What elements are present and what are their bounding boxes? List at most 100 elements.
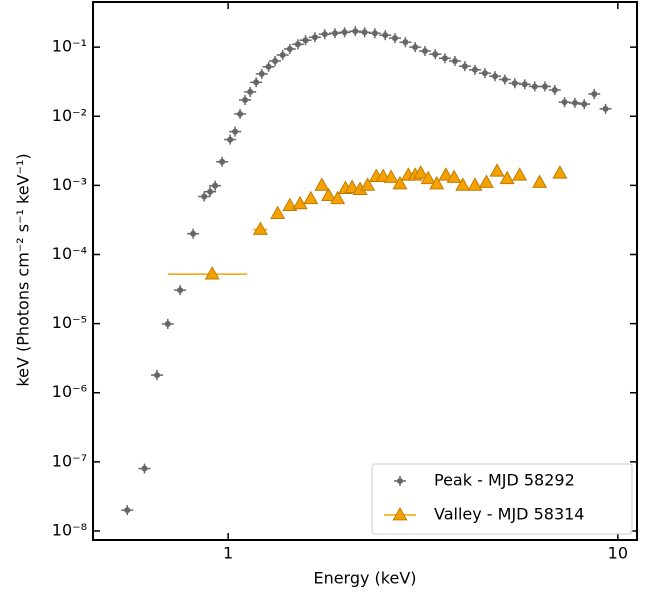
point bbox=[413, 165, 429, 179]
point bbox=[358, 27, 371, 38]
point bbox=[239, 94, 252, 105]
marker-dot bbox=[141, 465, 148, 472]
marker-dot bbox=[361, 29, 368, 36]
marker-dot bbox=[311, 34, 318, 41]
point bbox=[467, 177, 483, 191]
point bbox=[578, 99, 591, 110]
point bbox=[508, 78, 521, 89]
point bbox=[399, 37, 412, 48]
point bbox=[269, 56, 282, 67]
point bbox=[420, 170, 436, 185]
marker-dot bbox=[531, 83, 538, 90]
marker-dot bbox=[321, 31, 328, 38]
y-tick-label: 10⁻⁵ bbox=[52, 313, 87, 332]
marker-dot bbox=[521, 81, 528, 88]
y-tick-label: 10⁻⁷ bbox=[52, 451, 87, 470]
point bbox=[216, 156, 229, 167]
marker-dot bbox=[511, 80, 518, 87]
marker-dot bbox=[602, 105, 609, 112]
point bbox=[250, 77, 263, 88]
marker-dot bbox=[501, 76, 508, 83]
point bbox=[270, 205, 286, 220]
point bbox=[429, 49, 442, 60]
marker-dot bbox=[247, 88, 254, 95]
marker-dot bbox=[341, 29, 348, 36]
marker-dot bbox=[286, 46, 293, 53]
legend-label: Peak - MJD 58292 bbox=[434, 471, 575, 490]
marker-dot bbox=[219, 158, 226, 165]
point bbox=[538, 81, 551, 92]
point bbox=[229, 126, 242, 137]
marker-dot bbox=[154, 372, 161, 379]
marker-dot bbox=[352, 28, 359, 35]
marker-dot bbox=[190, 230, 197, 237]
marker-dot bbox=[571, 99, 578, 106]
marker-dot bbox=[164, 320, 171, 327]
y-axis-label: keV (Photons cm⁻² s⁻¹ keV⁻¹) bbox=[14, 153, 33, 386]
marker-dot bbox=[237, 110, 244, 117]
marker-dot bbox=[421, 47, 428, 54]
point bbox=[429, 175, 445, 190]
point bbox=[489, 71, 502, 82]
marker-dot bbox=[541, 83, 548, 90]
point bbox=[498, 74, 511, 85]
marker-dot bbox=[581, 101, 588, 108]
y-tick-label: 10⁻³ bbox=[52, 175, 87, 194]
point bbox=[446, 169, 462, 183]
point bbox=[499, 170, 515, 185]
point bbox=[314, 177, 330, 191]
point bbox=[283, 44, 296, 55]
point bbox=[388, 33, 401, 44]
marker-dot bbox=[258, 70, 265, 77]
point bbox=[244, 86, 257, 97]
y-tick-label: 10⁻¹ bbox=[52, 37, 87, 56]
marker-dot bbox=[294, 41, 301, 48]
marker-dot bbox=[212, 182, 219, 189]
point bbox=[599, 103, 612, 114]
point bbox=[187, 228, 200, 239]
point bbox=[518, 79, 531, 90]
point bbox=[558, 97, 571, 108]
point bbox=[455, 177, 471, 191]
y-tick-label: 10⁻² bbox=[52, 106, 87, 125]
point bbox=[234, 108, 247, 119]
point bbox=[379, 30, 392, 41]
point bbox=[308, 32, 321, 43]
point bbox=[204, 186, 217, 197]
point bbox=[282, 197, 298, 211]
point bbox=[161, 318, 174, 329]
point bbox=[438, 53, 451, 64]
marker-dot bbox=[232, 128, 239, 135]
point bbox=[151, 370, 164, 381]
marker-dot bbox=[124, 507, 131, 514]
point bbox=[338, 27, 351, 38]
point bbox=[121, 505, 134, 516]
marker-dot bbox=[397, 478, 403, 484]
point bbox=[174, 285, 187, 296]
point bbox=[209, 180, 222, 191]
marker-dot bbox=[201, 193, 208, 200]
point bbox=[438, 167, 454, 181]
point bbox=[299, 35, 312, 46]
marker-dot bbox=[177, 287, 184, 294]
point bbox=[448, 56, 461, 67]
point bbox=[318, 29, 331, 40]
point bbox=[383, 169, 399, 183]
marker-dot bbox=[551, 86, 558, 93]
point bbox=[528, 81, 541, 92]
point bbox=[458, 61, 471, 72]
marker-dot bbox=[391, 35, 398, 42]
point bbox=[392, 175, 408, 190]
point bbox=[321, 187, 337, 202]
point bbox=[252, 221, 268, 235]
marker-dot bbox=[441, 55, 448, 62]
point bbox=[489, 163, 505, 177]
marker-dot bbox=[432, 51, 439, 58]
point bbox=[292, 195, 308, 210]
y-tick-label: 10⁻⁶ bbox=[52, 382, 87, 401]
legend: Peak - MJD 58292 Valley - MJD 58314 bbox=[371, 463, 633, 535]
x-axis-label: Energy (keV) bbox=[313, 569, 416, 588]
point bbox=[532, 174, 548, 188]
x-tick-label: 10 bbox=[608, 544, 628, 563]
